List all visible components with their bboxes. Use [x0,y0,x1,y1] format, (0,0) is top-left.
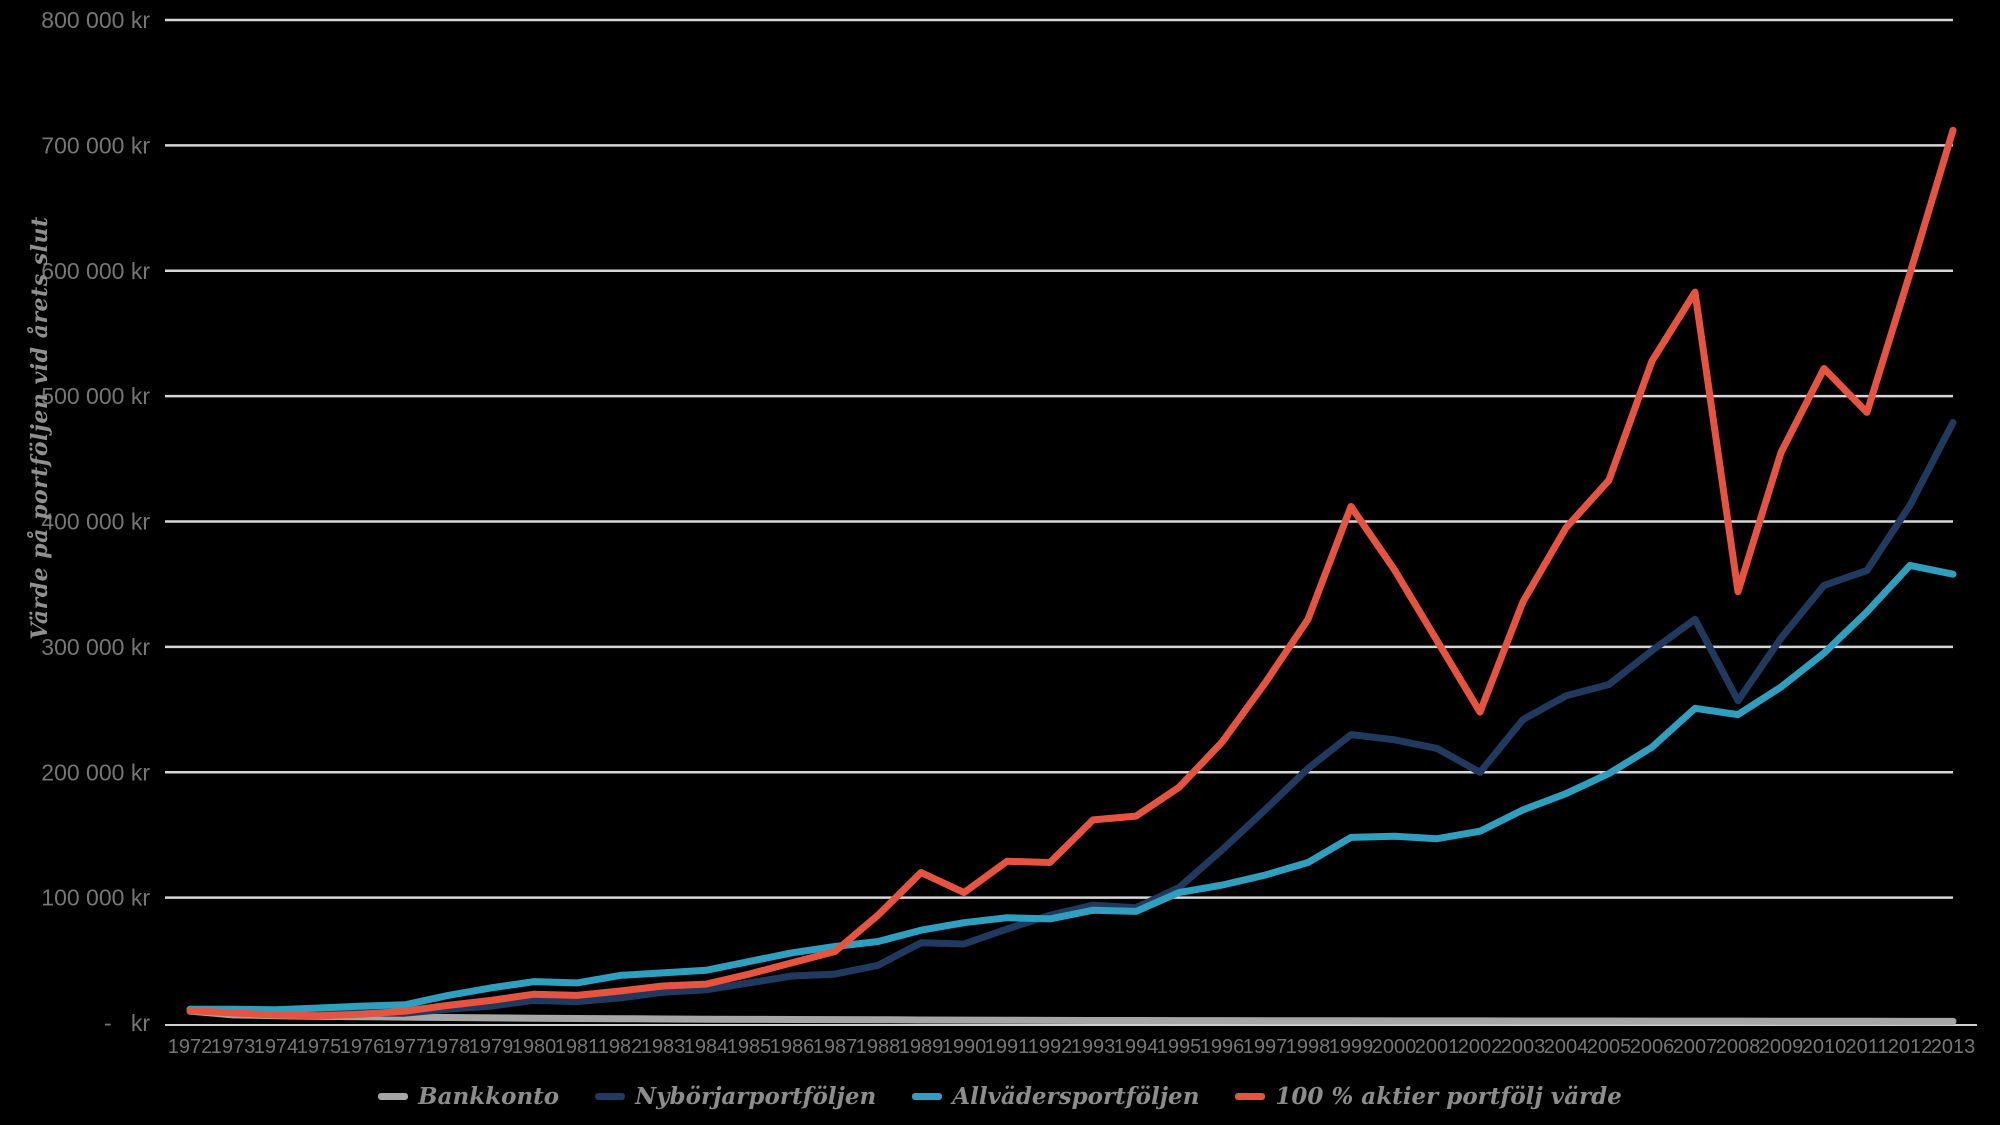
legend-item-bankkonto: Bankkonto [378,1083,559,1110]
x-tick-label: 2010 [1802,1036,1847,1058]
x-tick-label: 1977 [383,1036,428,1058]
y-axis-labels: - kr 100 000 kr 200 000 kr 300 000 kr 400 00… [41,7,150,1036]
y-tick-label: 100 000 kr [41,885,150,911]
x-tick-label: 1996 [1200,1036,1245,1058]
legend-swatch-aktier [1235,1092,1266,1100]
x-tick-label: 1993 [1071,1036,1116,1058]
x-tick-label: 1999 [1329,1036,1374,1058]
x-tick-label: 1995 [1157,1036,1202,1058]
legend-label-nyborjarportfoljen: Nybörjarportföljen [635,1082,877,1110]
x-tick-label: 2001 [1415,1036,1460,1058]
x-tick-label: 1994 [1114,1036,1159,1058]
x-tick-label: 1985 [727,1036,772,1058]
series-line-allvadersportfoljen [186,561,1957,1014]
x-tick-label: 2007 [1673,1036,1718,1058]
y-tick-label: 300 000 kr [41,634,150,660]
legend-item-nyborjarportfoljen: Nybörjarportföljen [595,1083,876,1110]
x-tick-label: 1984 [684,1036,729,1058]
x-tick-label: 1986 [770,1036,815,1058]
x-tick-label: 1979 [469,1036,514,1058]
y-tick-label: 200 000 kr [41,759,150,785]
legend-swatch-nyborjarportfoljen [595,1092,626,1100]
series-line-bankkonto [186,1007,1957,1025]
y-axis-title: Värde på portföljen vid årets slut [27,216,53,640]
legend-swatch-allvadersportfoljen [912,1092,943,1100]
legend-label-allvadersportfoljen: Allvädersportföljen [952,1082,1200,1110]
y-tick-label: 800 000 kr [41,7,150,33]
x-tick-label: 1987 [813,1036,858,1058]
legend-label-bankkonto: Bankkonto [418,1082,560,1110]
x-tick-label: 1981 [555,1036,600,1058]
x-axis-labels: 1972197319741975197619771978197919801981… [168,1036,1976,1058]
series-line-nyborjarportfoljen [186,419,1957,1018]
x-tick-label: 1982 [598,1036,643,1058]
x-tick-label: 1972 [168,1036,213,1058]
chart-legend: Bankkonto Nybörjarportföljen Allväderspo… [0,1081,2000,1111]
x-tick-label: 2000 [1372,1036,1417,1058]
x-tick-label: 1976 [340,1036,385,1058]
x-tick-label: 2003 [1501,1036,1546,1058]
x-tick-label: 1998 [1286,1036,1331,1058]
x-tick-label: 1990 [942,1036,987,1058]
x-tick-label: 2006 [1630,1036,1675,1058]
x-tick-label: 1975 [297,1036,342,1058]
x-tick-label: 2012 [1888,1036,1933,1058]
x-tick-label: 1997 [1243,1036,1288,1058]
x-tick-label: 1973 [211,1036,256,1058]
series-line-aktier [186,126,1957,1020]
y-tick-label: 600 000 kr [41,258,150,284]
legend-item-allvadersportfoljen: Allvädersportföljen [912,1083,1199,1110]
x-tick-label: 2009 [1759,1036,1804,1058]
y-tick-label: - kr [104,1010,150,1036]
x-tick-label: 1983 [641,1036,686,1058]
gridlines [165,18,1953,899]
x-tick-label: 1974 [254,1036,299,1058]
legend-item-aktier: 100 % aktier portfölj värde [1235,1082,1622,1110]
x-tick-label: 2011 [1845,1036,1888,1058]
x-tick-label: 1978 [426,1036,471,1058]
y-tick-label: 700 000 kr [41,132,150,158]
legend-label-aktier: 100 % aktier portfölj värde [1275,1082,1622,1110]
x-tick-label: 2008 [1716,1036,1761,1058]
y-tick-label: 500 000 kr [41,383,150,409]
x-tick-label: 1989 [899,1036,944,1058]
x-tick-label: 2004 [1544,1036,1589,1058]
legend-swatch-bankkonto [378,1092,409,1100]
x-tick-label: 1991 [985,1036,1030,1058]
y-tick-label: 400 000 kr [41,509,150,535]
x-tick-label: 1980 [512,1036,557,1058]
x-tick-label: 2013 [1931,1036,1976,1058]
x-tick-label: 2005 [1587,1036,1632,1058]
x-tick-label: 2002 [1458,1036,1503,1058]
x-tick-label: 1988 [856,1036,901,1058]
x-tick-label: 1992 [1028,1036,1073,1058]
